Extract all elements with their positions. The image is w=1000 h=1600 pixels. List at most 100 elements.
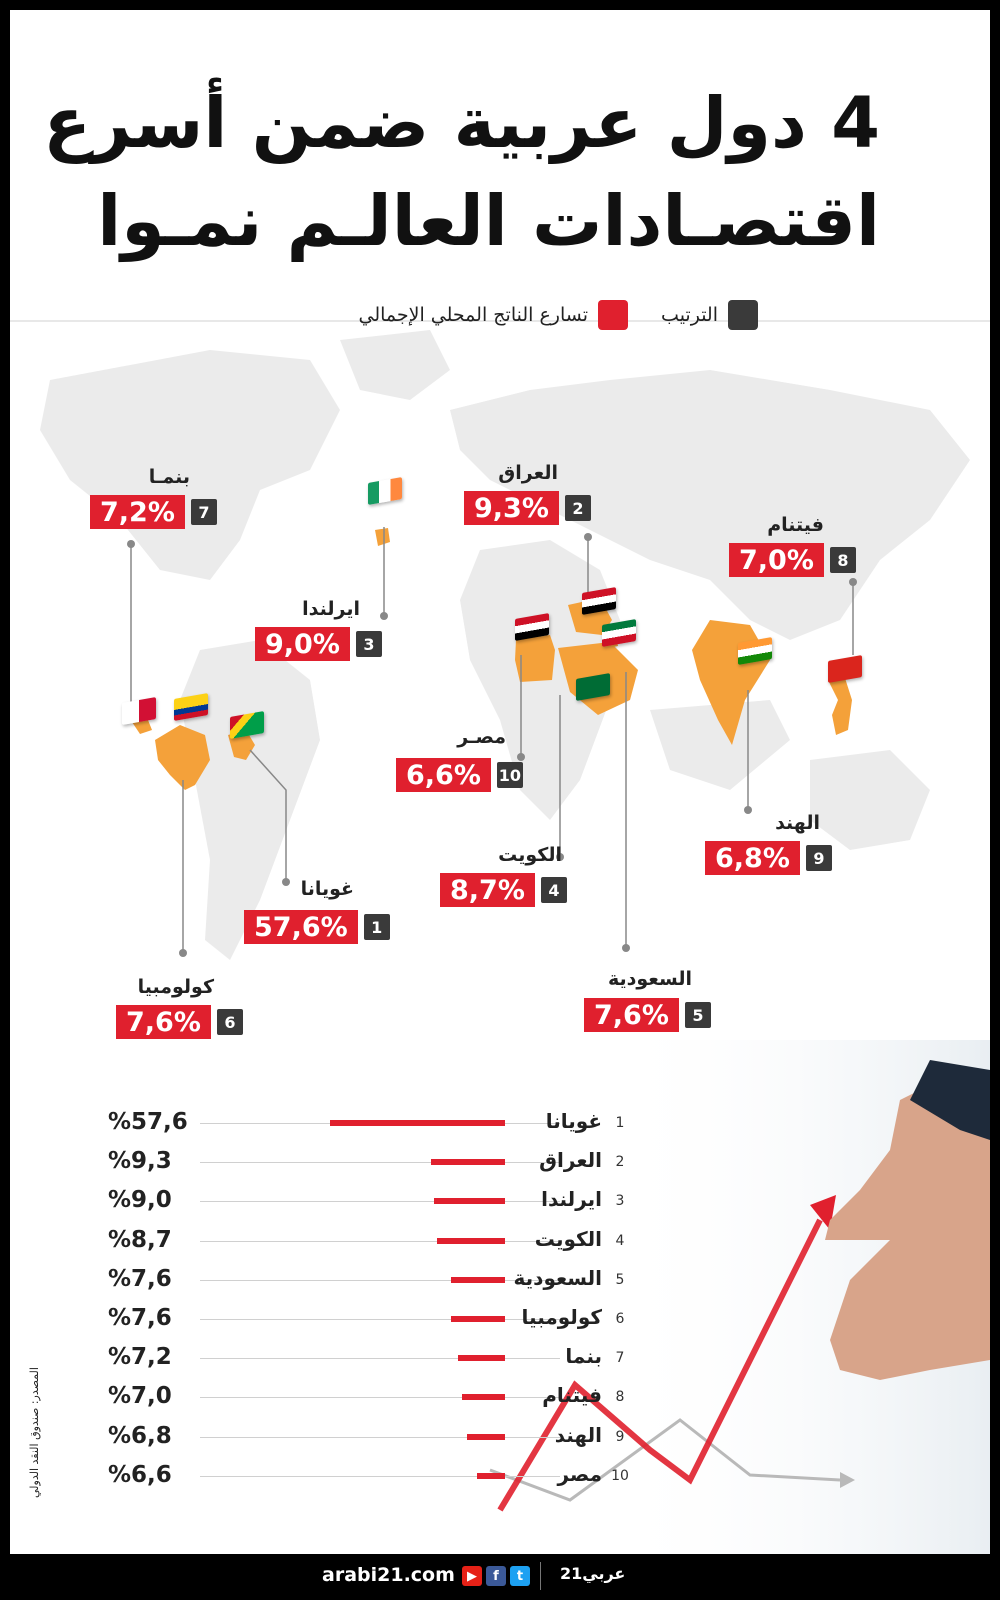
ranking-row: %8,7 الكويت 4 [10,1227,990,1257]
ranking-value-label: %9,0 [108,1187,172,1214]
label-iraq-value: 9,3% [464,491,559,525]
hand-icon [825,1080,990,1380]
ranking-guide-line [200,1475,560,1477]
egypt-shape [515,635,555,682]
ranking-row: %7,2 بنما 7 [10,1344,990,1374]
ranking-row: %9,0 ايرلندا 3 [10,1187,990,1217]
label-colombia-rank: 6 [216,1009,243,1035]
label-egypt-value: 6,6% [396,758,491,792]
ranking-value-label: %7,2 [108,1344,172,1371]
ranking-row: %7,6 كولومبيا 6 [10,1305,990,1335]
ranking-number: 6 [615,1311,625,1327]
ranking-value-label: %7,0 [108,1383,172,1410]
ranking-number: 7 [615,1350,625,1367]
brand-logo: عربي21 [560,1564,626,1583]
leader-guyana [249,749,287,882]
sleeve-icon [910,1060,990,1140]
title-line-2: اقتصـادات العالـم نمـوا [97,180,880,262]
ranking-row: %7,0 فيتنام 8 [10,1383,990,1413]
label-india-name: الهند [775,812,820,834]
ranking-country-name: الهند [554,1422,602,1447]
label-guyana-rank: 1 [363,914,390,940]
growth-swatch [598,300,628,330]
ranking-bar [457,1355,505,1362]
label-guyana-value: 57,6% [244,910,358,944]
ranking-country-name: كولومبيا [521,1305,602,1329]
ranking-guide-line [200,1201,560,1203]
ireland-shape [375,528,390,546]
label-iraq-name: العراق [498,462,558,484]
ranking-country-name: غويانا [545,1109,602,1133]
ranking-row: %6,8 الهند 9 [10,1423,990,1453]
youtube-icon[interactable]: ▶ [462,1566,482,1586]
red-trend-line [497,1218,823,1512]
ranking-number: 10 [611,1467,629,1484]
ranking-row: %9,3 العراق 2 [10,1148,990,1178]
ranking-number: 2 [615,1154,625,1171]
legend-growth-label: تسارع الناتج المحلي الإجمالي [358,304,588,326]
legend-rank-label: الترتيب [661,304,718,326]
vietnam-shape [828,678,852,735]
label-colombia-value: 7,6% [116,1005,211,1039]
facebook-icon[interactable]: f [486,1566,506,1586]
ranking-bar [461,1394,505,1401]
legend-growth: تسارع الناتج المحلي الإجمالي [358,300,628,330]
label-colombia-name: كولومبيا [137,976,214,998]
title-line-1: 4 دول عربية ضمن أسرع [43,82,880,164]
label-egypt-name: مصـر [457,726,506,748]
ranking-value-label: %7,6 [108,1305,172,1331]
growth-arrow-illustration [489,1040,990,1554]
label-guyana-name: غويانا [300,878,354,900]
ranking-number: 5 [615,1271,625,1288]
ranking-number: 1 [615,1115,625,1131]
ranking-bar [437,1237,505,1244]
ranking-value-label: %9,3 [108,1148,172,1175]
label-ireland: 9,0% 3 [255,627,382,661]
label-india: 6,8% 9 [705,841,832,875]
ranking-country-name: ايرلندا [541,1187,602,1212]
source-note: المصدر: صندوق النقد الدولي [28,1367,41,1498]
ranking-bar [430,1159,505,1166]
label-egypt-rank: 10 [496,762,523,788]
label-kuwait: 8,7% 4 [440,873,567,907]
ranking-bar [477,1472,505,1479]
label-saudi: 7,6% 5 [584,998,711,1032]
ranking-number: 4 [615,1232,625,1249]
ranking-guide-line [200,1358,560,1360]
ranking-country-name: العراق [539,1148,602,1173]
ranking-number: 9 [615,1428,625,1445]
colombia-shape [155,725,210,790]
panama-shape [132,720,152,734]
legend-rank: الترتيب [661,300,758,330]
infographic: 4 دول عربية ضمن أسرع اقتصـادات العالـم ن… [10,10,990,1554]
label-india-rank: 9 [805,845,832,871]
ranking-value-label: %57,6 [108,1109,188,1135]
label-kuwait-rank: 4 [540,877,567,903]
label-vietnam-name: فيتنام [767,514,824,536]
ranking-guide-line [200,1436,560,1438]
label-panama-rank: 7 [190,499,217,525]
label-panama: 7,2% 7 [90,495,217,529]
label-saudi-name: السعودية [607,968,692,990]
ranking-value-label: %7,6 [108,1265,172,1292]
label-vietnam-rank: 8 [829,547,856,573]
label-guyana: 57,6% 1 [244,910,390,944]
label-ireland-name: ايرلندا [302,598,360,620]
ranking-value-label: %6,8 [108,1422,172,1449]
ranking-country-name: السعودية [513,1265,602,1290]
rank-swatch [728,300,758,330]
ranking-row: %57,6 غويانا 1 [10,1109,990,1139]
ranking-bar [451,1316,505,1322]
site-url[interactable]: arabi21.com [322,1564,455,1586]
label-iraq: 9,3% 2 [464,491,591,525]
ranking-row: %6,6 مصر 10 [10,1462,990,1492]
ranking-guide-line [200,1279,560,1281]
ranking-guide-line [200,1240,560,1242]
ranking-country-name: الكويت [534,1226,602,1251]
ranking-bar [451,1276,505,1283]
label-kuwait-name: الكويت [498,844,562,866]
ranking-bar [330,1120,505,1126]
twitter-icon[interactable]: t [510,1566,530,1586]
label-panama-name: بنمـا [148,466,190,488]
footer-divider [540,1562,541,1590]
